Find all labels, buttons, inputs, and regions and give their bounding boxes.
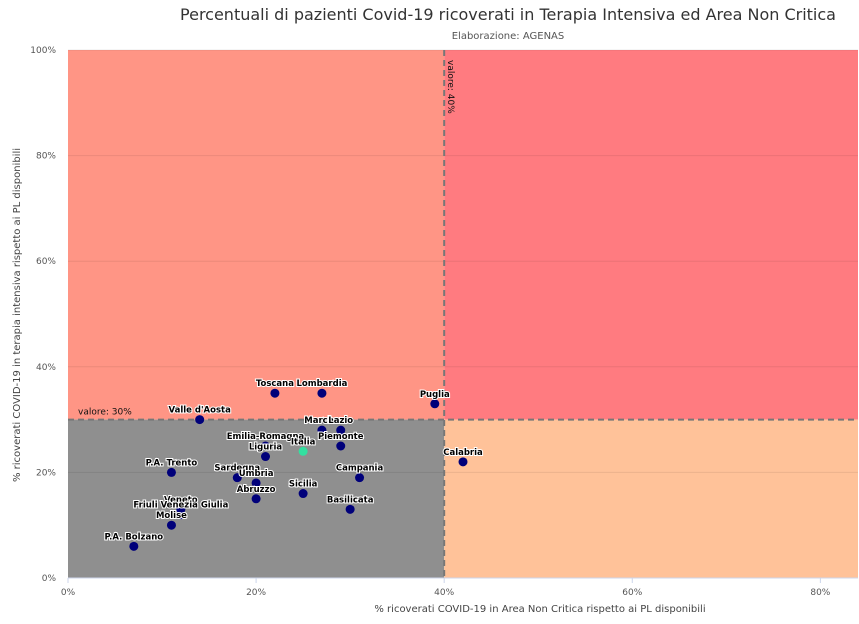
data-point [195,415,205,425]
point-label: Lombardia [296,379,347,389]
chart-title: Percentuali di pazienti Covid-19 ricover… [180,5,836,24]
zone-top-left [68,50,445,420]
data-point [251,494,261,504]
data-point [270,388,280,398]
data-point [232,473,242,483]
data-point [355,473,365,483]
point-label: Sicilia [289,480,318,490]
x-axis-title: % ricoverati COVID-19 in Area Non Critic… [374,604,705,615]
x-tick-label: 60% [622,588,642,598]
point-label: P.A. Trento [146,458,198,468]
quadrant-zones [68,50,858,578]
point-label: Umbria [239,469,274,479]
point-label: Piemonte [318,432,364,442]
point-label: Friuli Venezia Giulia [133,501,228,511]
point-label: Emilia-Romagna [227,432,305,442]
point-label: Puglia [420,390,450,400]
data-point [129,541,139,551]
point-label: Veneto [164,495,198,505]
data-point [458,457,468,467]
data-point [336,425,346,435]
highlight-point [298,446,308,456]
point-label: Sardegna [214,464,260,474]
point-label: Campania [336,464,384,474]
y-tick-label: 40% [36,363,56,373]
point-label: P.A. Bolzano [105,532,164,542]
point-label: Lazio [328,416,353,426]
point-label: Liguria [249,443,283,453]
data-point [430,399,440,409]
data-point [261,452,270,462]
x-tick-label: 80% [810,588,830,598]
y-tick-label: 60% [36,257,56,267]
data-point [345,504,355,514]
point-label: Italia [291,437,316,447]
point-label: Basilicata [327,495,374,505]
data-point [261,441,270,451]
data-point [317,425,327,435]
point-label: Toscana [256,379,294,389]
zone-bottom-right [444,419,858,578]
point-label: Marche [304,416,339,426]
data-point [336,441,346,451]
point-label: Abruzzo [237,485,276,495]
data-point [317,388,327,398]
data-point [298,489,308,499]
data-point [176,510,186,520]
y-axis: 0% 20% 40% 60% 80% 100% [30,46,56,584]
zone-top-right [444,50,858,420]
x-tick-label: 20% [246,588,266,598]
point-label: Valle d'Aosta [168,406,231,416]
x-tick-label: 0% [61,588,76,598]
point-label: Calabria [443,448,483,458]
data-point [251,478,261,488]
x-axis: 0% 20% 40% 60% 80% [61,577,858,598]
x-tick-label: 40% [434,588,454,598]
data-point [166,467,176,477]
chart-subtitle: Elaborazione: AGENAS [452,31,565,42]
data-points: Toscana Lombardia Puglia Valle d'Aosta March… [104,378,484,551]
y-tick-label: 80% [36,152,56,162]
y-tick-label: 0% [42,574,57,584]
x-threshold-label: valore: 40% [445,60,455,114]
y-tick-label: 100% [30,46,56,56]
y-axis-title: % ricoverati COVID-19 in terapia intensi… [12,148,23,482]
point-label: Molise [156,511,187,521]
data-point [166,520,176,530]
y-tick-label: 20% [36,468,56,478]
y-threshold-label: valore: 30% [78,408,132,418]
